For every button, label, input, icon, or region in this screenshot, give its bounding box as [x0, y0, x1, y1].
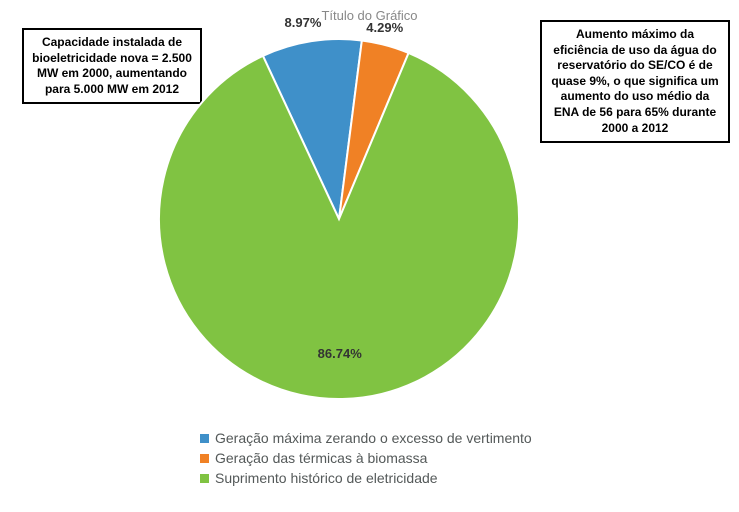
pie-chart: 8.97%4.29%86.74%: [154, 34, 524, 404]
legend-label: Geração máxima zerando o excesso de vert…: [215, 430, 532, 446]
slice-percent-label: 8.97%: [285, 15, 322, 30]
chart-container: { "chart": { "type": "pie", "title": "Tí…: [0, 0, 739, 512]
legend-item: Geração máxima zerando o excesso de vert…: [200, 430, 532, 446]
legend-item: Suprimento histórico de eletricidade: [200, 470, 532, 486]
annotation-right-box: Aumento máximo da eficiência de uso da á…: [540, 20, 730, 143]
legend-marker: [200, 434, 209, 443]
slice-percent-label: 4.29%: [366, 20, 403, 35]
slice-percent-label: 86.74%: [318, 346, 362, 361]
legend-label: Suprimento histórico de eletricidade: [215, 470, 438, 486]
legend-marker: [200, 474, 209, 483]
legend-label: Geração das térmicas à biomassa: [215, 450, 427, 466]
chart-legend: Geração máxima zerando o excesso de vert…: [200, 430, 532, 490]
legend-marker: [200, 454, 209, 463]
legend-item: Geração das térmicas à biomassa: [200, 450, 532, 466]
